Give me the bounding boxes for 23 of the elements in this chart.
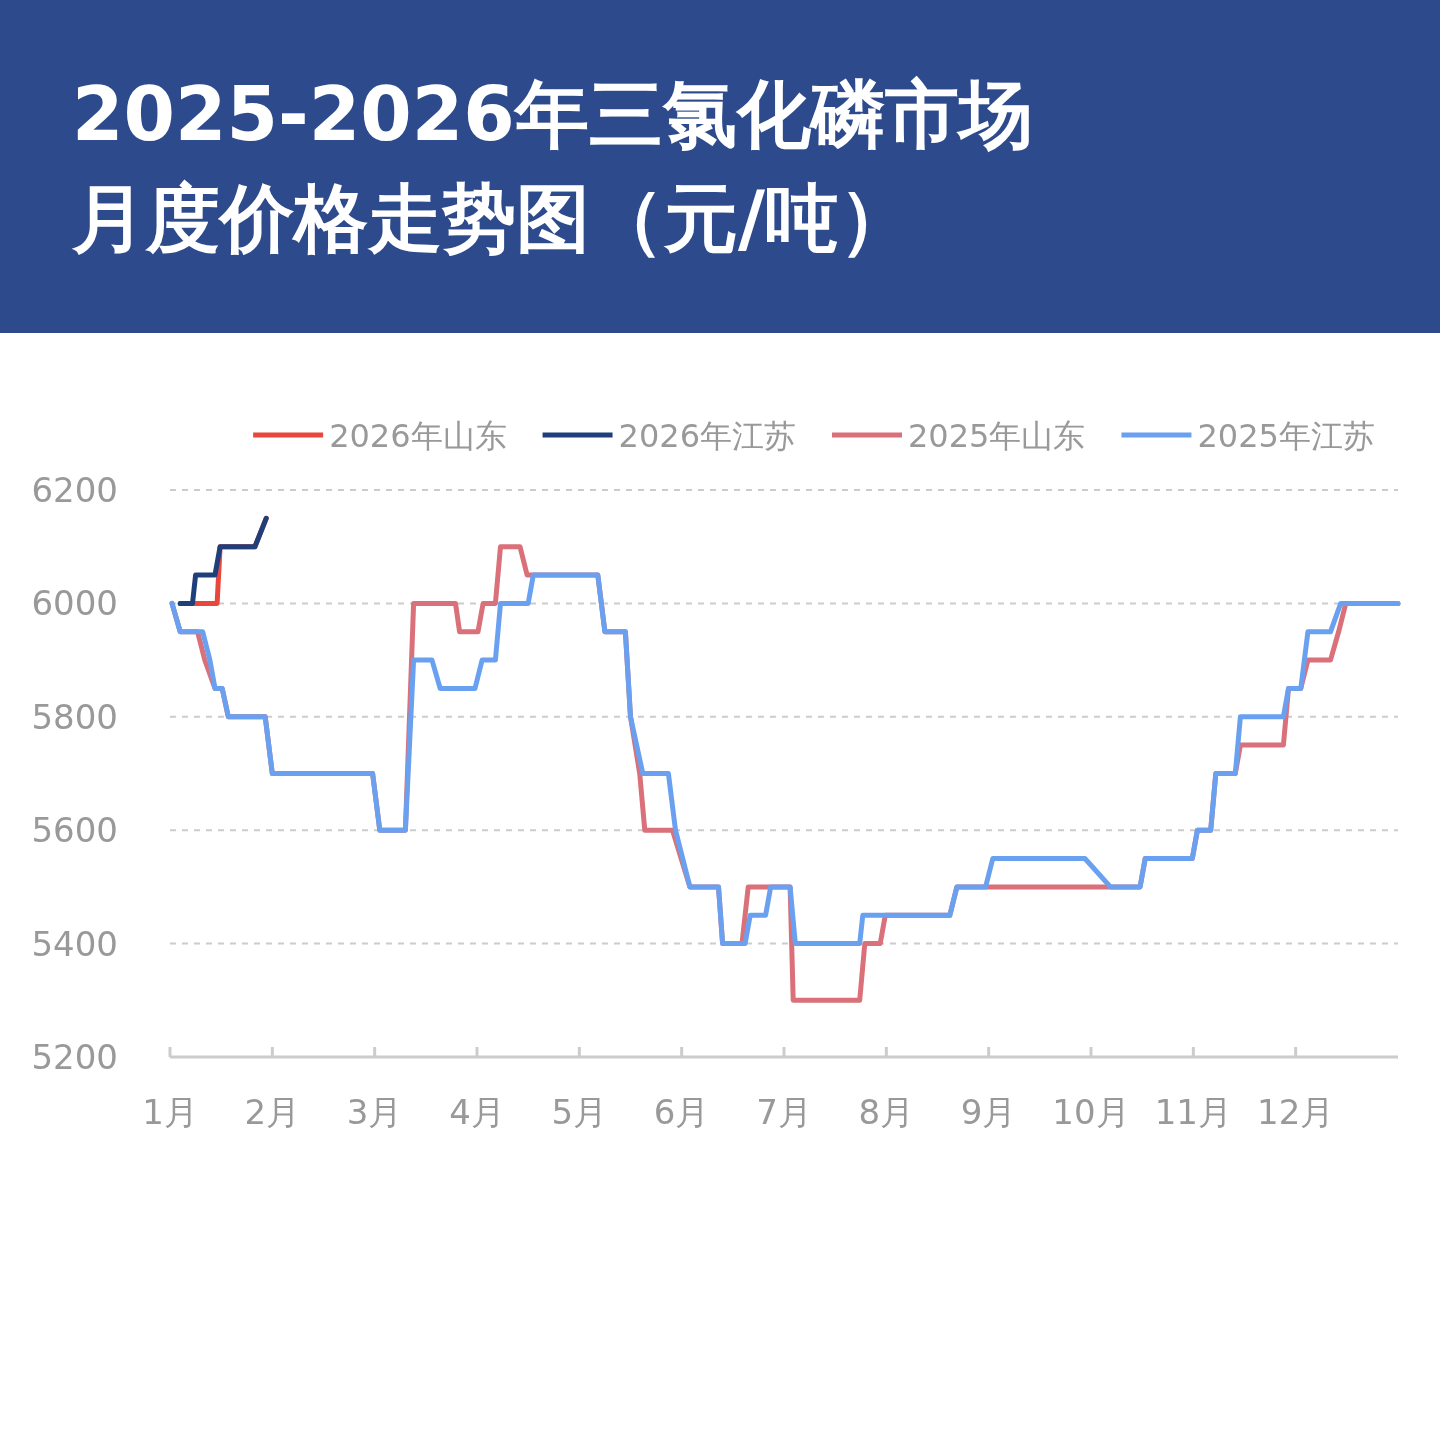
x-tick-label: 6月 (653, 1092, 710, 1132)
x-tick-label: 2月 (244, 1092, 301, 1132)
legend-label: 2026年山东 (329, 417, 507, 455)
legend-label: 2025年山东 (908, 417, 1086, 455)
x-tick-label: 11月 (1154, 1092, 1232, 1132)
y-tick-label: 5400 (31, 923, 118, 964)
x-tick-label: 4月 (449, 1092, 505, 1132)
x-tick-label: 3月 (346, 1092, 403, 1132)
y-tick-label: 6000 (31, 583, 118, 624)
legend-label: 2026年江苏 (618, 417, 796, 455)
x-tick-label: 5月 (551, 1092, 608, 1132)
x-tick-label: 7月 (756, 1092, 812, 1132)
x-tick-label: 9月 (960, 1092, 1017, 1132)
x-tick-label: 12月 (1257, 1092, 1335, 1132)
y-tick-label: 6200 (31, 470, 118, 510)
y-tick-label: 5200 (31, 1037, 118, 1077)
x-tick-label: 1月 (142, 1092, 198, 1132)
y-tick-label: 5800 (31, 696, 118, 737)
chart-title: 2025-2026年三氯化磷市场月度价格走势图（元/吨） (72, 70, 1034, 263)
x-tick-label: 8月 (858, 1092, 915, 1132)
y-tick-label: 5600 (31, 810, 118, 851)
x-tick-label: 10月 (1052, 1092, 1130, 1132)
legend-label: 2025年江苏 (1197, 417, 1375, 455)
